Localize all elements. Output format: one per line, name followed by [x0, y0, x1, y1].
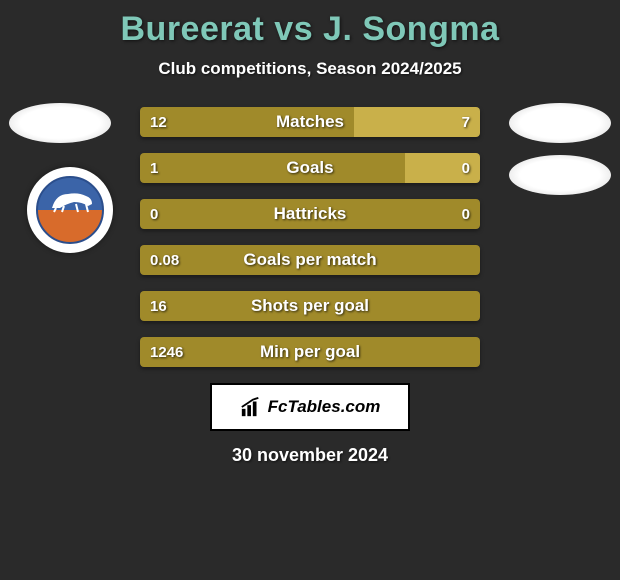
stat-value-left: 1246 — [150, 337, 183, 367]
stat-value-left: 16 — [150, 291, 167, 321]
chart-icon — [240, 396, 262, 418]
stats-arena: 127Matches10Goals00Hattricks0.08Goals pe… — [0, 107, 620, 367]
brand-box[interactable]: FcTables.com — [210, 383, 410, 431]
stat-bar-left — [140, 337, 480, 367]
page-title: Bureerat vs J. Songma — [0, 10, 620, 49]
stat-rows: 127Matches10Goals00Hattricks0.08Goals pe… — [140, 107, 480, 367]
subtitle: Club competitions, Season 2024/2025 — [0, 59, 620, 79]
date-label: 30 november 2024 — [0, 445, 620, 466]
player-right-ellipse-2 — [509, 155, 611, 195]
stat-value-right: 0 — [462, 199, 470, 229]
stat-row: 0.08Goals per match — [140, 245, 480, 275]
stat-value-left: 0 — [150, 199, 158, 229]
stat-bar-left — [140, 153, 405, 183]
horse-icon — [48, 186, 96, 214]
stat-value-left: 1 — [150, 153, 158, 183]
stat-row: 127Matches — [140, 107, 480, 137]
comparison-card: Bureerat vs J. Songma Club competitions,… — [0, 0, 620, 466]
stat-value-left: 12 — [150, 107, 167, 137]
stat-bar-left — [140, 199, 480, 229]
stat-value-right: 7 — [462, 107, 470, 137]
stat-row: 10Goals — [140, 153, 480, 183]
club-badge-inner — [36, 176, 104, 244]
stat-row: 1246Min per goal — [140, 337, 480, 367]
stat-bar-left — [140, 107, 354, 137]
stat-value-left: 0.08 — [150, 245, 179, 275]
stat-bar-left — [140, 291, 480, 321]
brand-text: FcTables.com — [268, 397, 381, 417]
stat-value-right: 0 — [462, 153, 470, 183]
stat-row: 00Hattricks — [140, 199, 480, 229]
player-right-ellipse-1 — [509, 103, 611, 143]
player-left-ellipse — [9, 103, 111, 143]
stat-row: 16Shots per goal — [140, 291, 480, 321]
club-badge-left — [27, 167, 113, 253]
stat-bar-left — [140, 245, 480, 275]
